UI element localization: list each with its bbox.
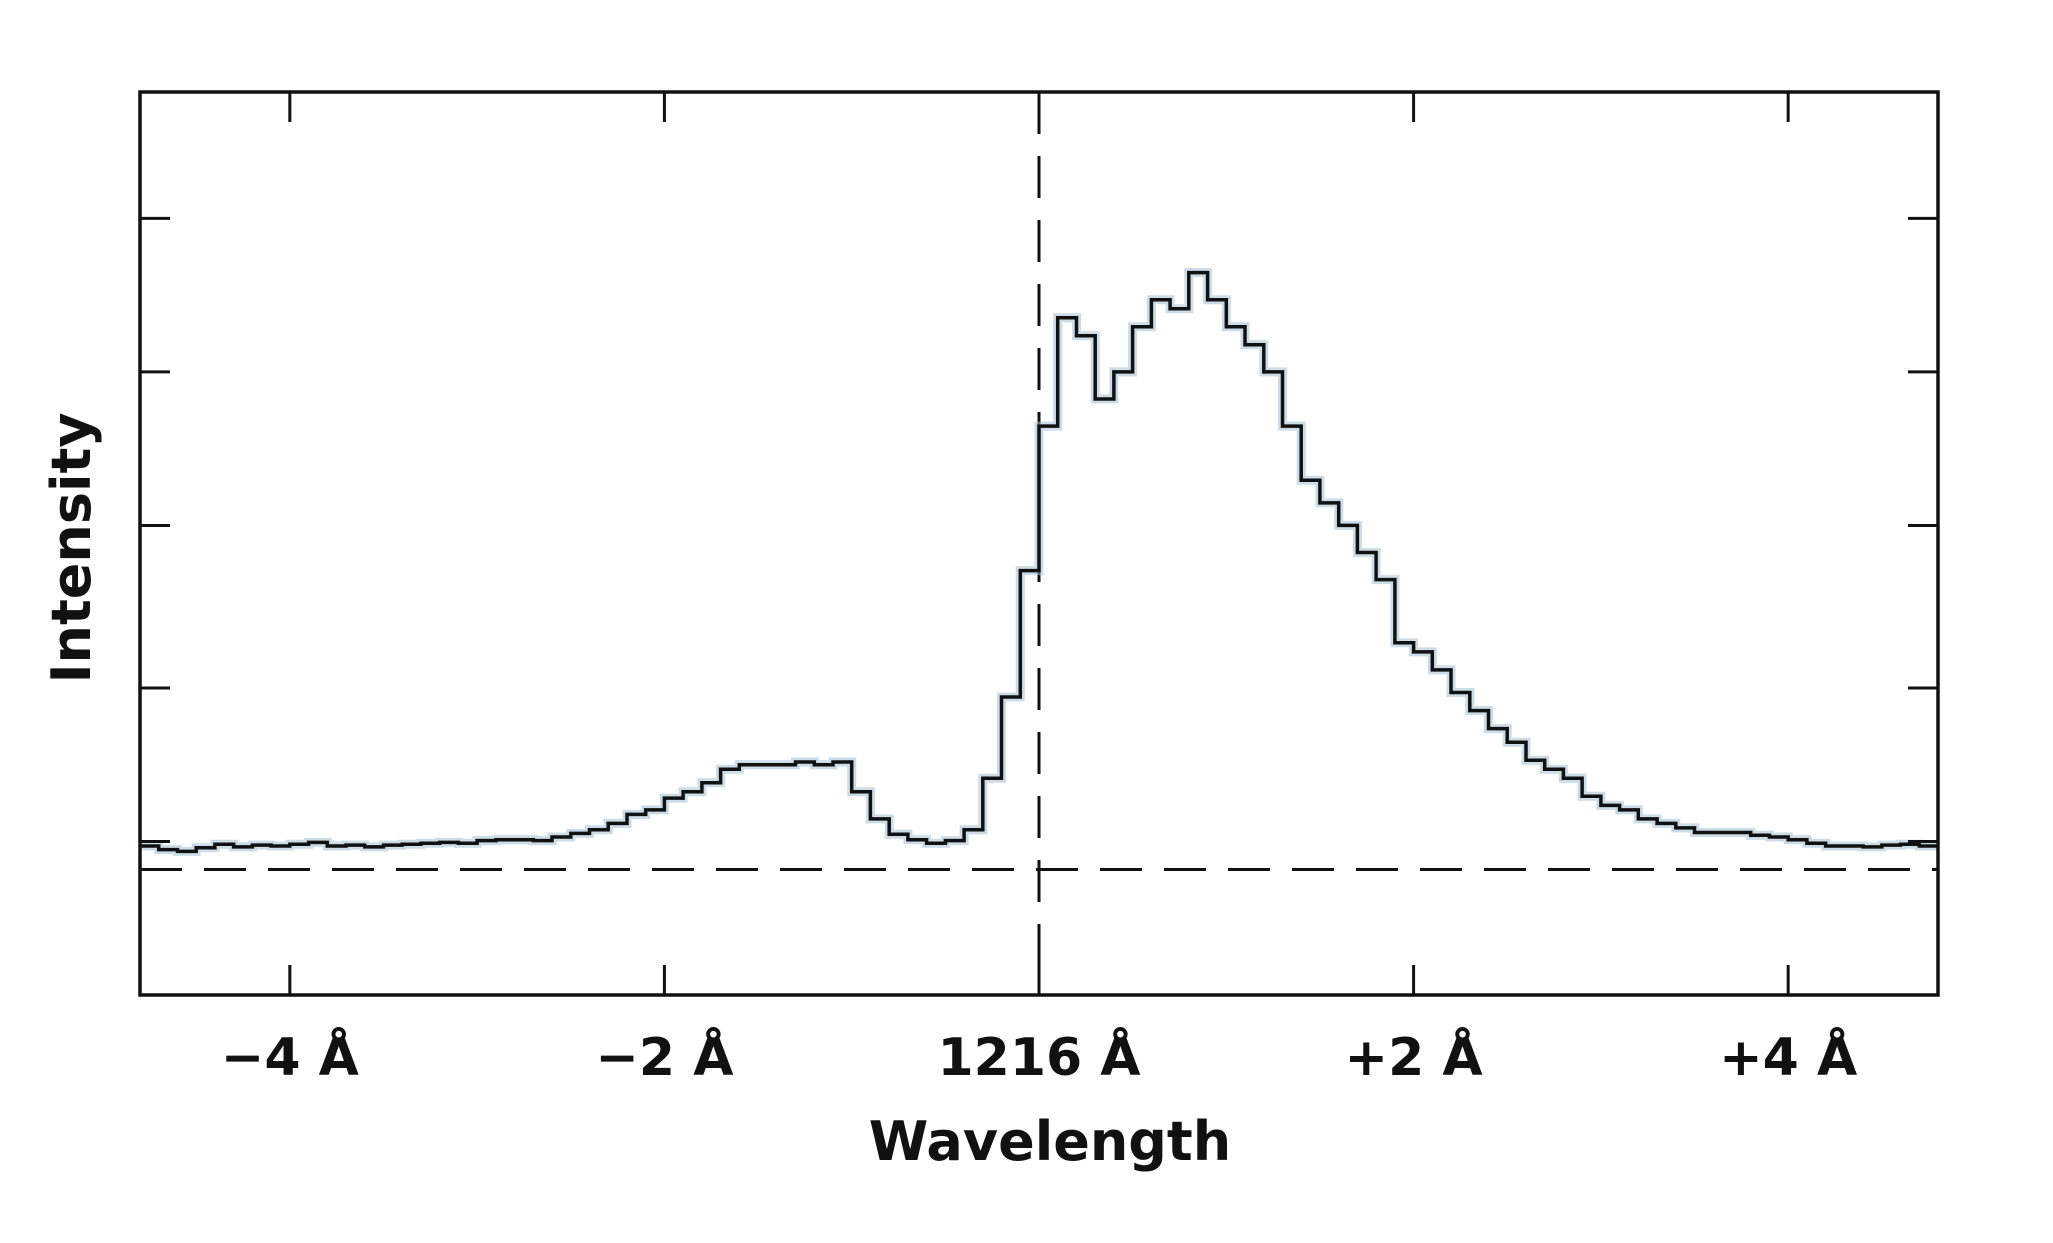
tick-labels: −4 Å −2 Å 1216 Å +2 Å +4 Å [221,1027,1857,1088]
plot-area [140,92,1938,995]
axes [138,90,1940,997]
x-tick-label: −4 Å [221,1027,359,1088]
spectrum-series-line [140,270,1938,854]
x-tick-label: +4 Å [1719,1027,1857,1088]
x-tick-label: +2 Å [1345,1027,1483,1088]
y-axis-title: Intensity [40,412,103,683]
x-axis-title: Wavelength [869,1110,1231,1173]
x-tick-label: −2 Å [595,1027,733,1088]
x-tick-label: 1216 Å [937,1027,1140,1088]
